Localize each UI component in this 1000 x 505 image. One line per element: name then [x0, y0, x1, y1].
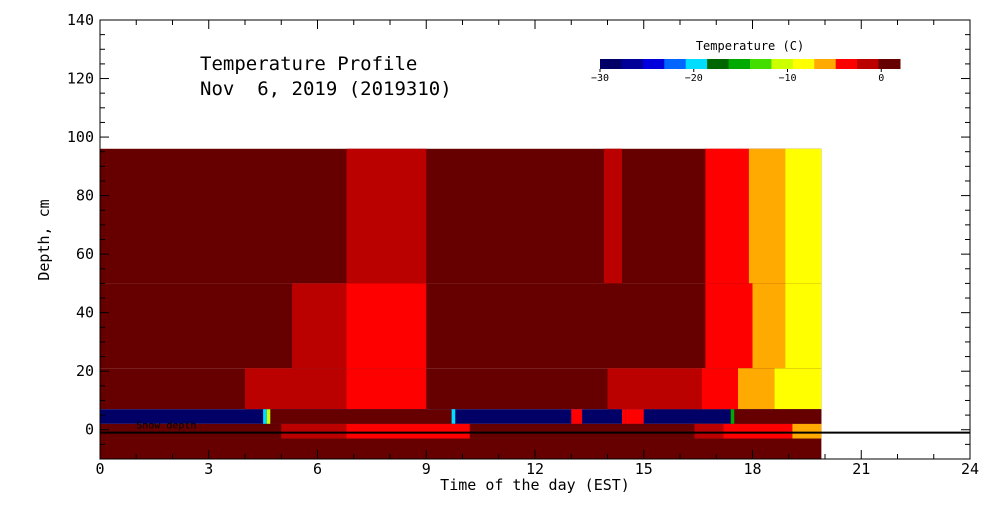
heatmap-cell-3-4 — [571, 409, 583, 424]
heatmap-band-5 — [100, 438, 822, 459]
colorbar-cell — [642, 59, 665, 69]
heatmap-cell-1-0 — [292, 283, 347, 369]
x-tick-label: 12 — [526, 460, 544, 478]
heatmap-cell-2-2 — [607, 368, 702, 410]
heatmap-cell-3-3 — [451, 409, 456, 424]
heatmap-cell-2-0 — [245, 368, 347, 410]
heatmap-layer — [100, 148, 822, 459]
colorbar-cell — [621, 59, 644, 69]
heatmap-cell-1-3 — [752, 283, 786, 369]
heatmap-band-3 — [100, 409, 822, 424]
heatmap-cell-4-3 — [723, 423, 793, 439]
x-tick-label: 21 — [852, 460, 870, 478]
colorbar-tick-label: 0 — [878, 73, 884, 84]
heatmap-cell-0-3 — [748, 148, 786, 284]
colorbar-cell — [792, 59, 815, 69]
heatmap-cell-0-4 — [785, 148, 822, 284]
colorbar-cell — [664, 59, 687, 69]
heatmap-cell-2-4 — [738, 368, 775, 410]
y-tick-label: 100 — [67, 128, 94, 146]
x-tick-label: 24 — [961, 460, 979, 478]
y-tick-label: 60 — [76, 245, 94, 263]
colorbar-cell — [728, 59, 751, 69]
y-tick-label: 80 — [76, 187, 94, 205]
heatmap-cell-3-2 — [270, 409, 452, 424]
x-tick-label: 3 — [204, 460, 213, 478]
heatmap-cell-4-1 — [346, 423, 470, 439]
colorbar-tick-label: −20 — [685, 73, 703, 84]
y-tick-label: 0 — [85, 421, 94, 439]
snow-depth-label: Snow depth — [136, 421, 196, 432]
heatmap-cell-3-1 — [266, 409, 271, 424]
heatmap-cell-0-1 — [603, 148, 622, 284]
tick-labels-layer: 0 3 6 9 12 15 18 21 24 0 20 40 60 80 100 120 140 — [67, 11, 979, 478]
heatmap-cell-0-0 — [346, 148, 427, 284]
colorbar-cell — [600, 59, 622, 69]
x-tick-label: 0 — [95, 460, 104, 478]
colorbar-cell — [857, 59, 880, 69]
y-tick-label: 40 — [76, 304, 94, 322]
colorbar-cell — [750, 59, 772, 69]
heatmap-cell-3-8 — [734, 409, 822, 424]
x-axis-label: Time of the day (EST) — [440, 476, 630, 494]
x-tick-label: 18 — [743, 460, 761, 478]
heatmap-cell-1-1 — [346, 283, 427, 369]
heatmap-band-0 — [100, 148, 822, 284]
heatmap-cell-2-5 — [774, 368, 822, 410]
heatmap-cell-3-7 — [730, 409, 735, 424]
heatmap-cell-4-4 — [792, 423, 822, 439]
heatmap-cell-0-2 — [705, 148, 749, 284]
y-tick-label: 140 — [67, 11, 94, 29]
y-tick-label: 20 — [76, 362, 94, 380]
chart-title: Temperature Profile — [200, 53, 417, 75]
heatmap-cell-3-0 — [263, 409, 267, 424]
heatmap-cell-3-6 — [625, 409, 644, 424]
colorbar-title: Temperature (C) — [696, 39, 804, 53]
colorbar-tick-label: −30 — [591, 73, 609, 84]
colorbar-tick-label: −10 — [778, 73, 796, 84]
heatmap-cell-2-3 — [701, 368, 738, 410]
heatmap-cell-1-4 — [785, 283, 822, 369]
y-axis-label: Depth, cm — [35, 199, 53, 280]
colorbar-cell — [707, 59, 730, 69]
colorbar-cell — [814, 59, 837, 69]
x-tick-label: 6 — [313, 460, 322, 478]
colorbar-ticks: −30 −20 −10 0 — [591, 69, 884, 84]
colorbar-cells — [600, 59, 901, 69]
heatmap-cell-4-0 — [281, 423, 347, 439]
heatmap-cell-1-2 — [705, 283, 753, 369]
heatmap-cell-3-5 — [622, 409, 626, 424]
heatmap-band-1 — [100, 283, 822, 369]
colorbar: Temperature (C) −30 −20 −10 0 — [591, 39, 901, 84]
heatmap-cell-2-1 — [346, 368, 427, 410]
colorbar-cell — [835, 59, 858, 69]
colorbar-cell — [878, 59, 901, 69]
chart-subtitle: Nov 6, 2019 (2019310) — [200, 78, 452, 100]
x-tick-label: 9 — [422, 460, 431, 478]
colorbar-cell — [771, 59, 794, 69]
heatmap-cell-4-2 — [694, 423, 724, 439]
axes-layer — [99, 19, 971, 460]
y-tick-label: 120 — [67, 70, 94, 88]
x-tick-label: 15 — [635, 460, 653, 478]
snow-depth-layer: Snow depth — [100, 421, 970, 434]
colorbar-cell — [685, 59, 708, 69]
